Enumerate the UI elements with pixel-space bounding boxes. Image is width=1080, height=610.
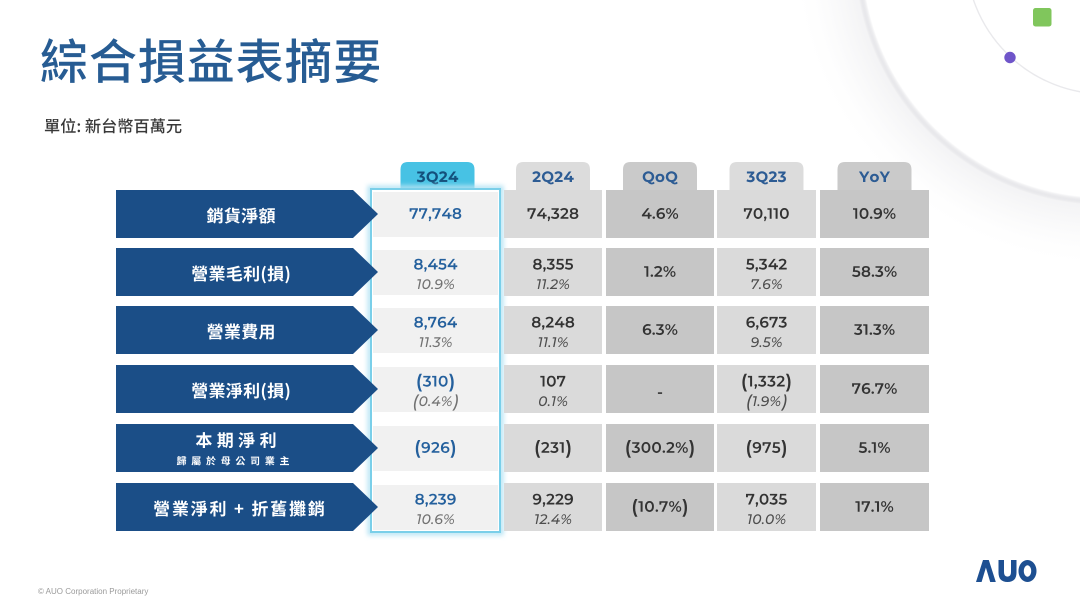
svg-text:© AUO Corporation Proprietary: © AUO Corporation Proprietary [38,587,148,596]
